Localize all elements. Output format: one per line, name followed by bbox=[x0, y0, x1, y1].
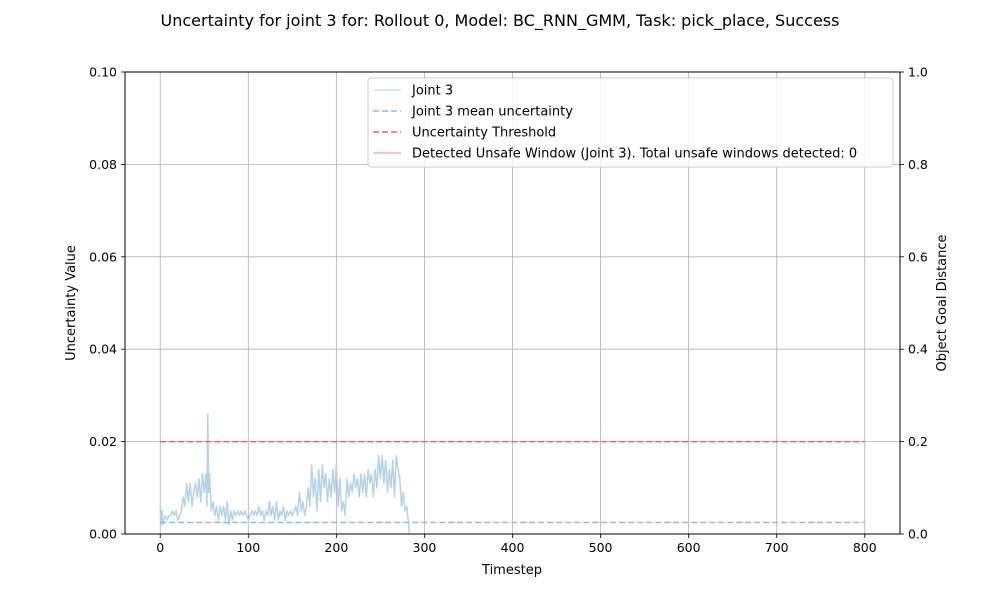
x-tick-label: 600 bbox=[677, 540, 701, 555]
legend: Joint 3 Joint 3 mean uncertainty Uncertain… bbox=[367, 77, 894, 168]
x-axis-label: Timestep bbox=[481, 563, 542, 578]
joint-3-line bbox=[159, 413, 411, 535]
y-axis-label: Uncertainty Value bbox=[64, 245, 79, 361]
x-tick-label: 500 bbox=[589, 540, 613, 555]
y-tick-label: 0.02 bbox=[89, 434, 117, 449]
legend-label: Joint 3 mean uncertainty bbox=[411, 105, 573, 120]
right-axis-label: Object Goal Distance bbox=[935, 234, 950, 371]
right-tick-label: 0.0 bbox=[908, 527, 928, 542]
y-tick-label: 0.10 bbox=[89, 65, 117, 80]
legend-label: Detected Unsafe Window (Joint 3). Total … bbox=[412, 147, 857, 162]
right-tick-label: 0.2 bbox=[908, 434, 928, 449]
right-axis-ticks: 0.0 0.2 0.4 0.6 0.8 1.0 bbox=[900, 65, 928, 542]
y-axis-ticks: 0.00 0.02 0.04 0.06 0.08 0.10 bbox=[89, 65, 125, 542]
x-tick-label: 800 bbox=[853, 540, 877, 555]
x-tick-label: 300 bbox=[413, 540, 437, 555]
legend-label: Uncertainty Threshold bbox=[412, 126, 556, 141]
legend-label: Joint 3 bbox=[411, 84, 453, 99]
x-tick-label: 700 bbox=[765, 540, 789, 555]
chart-title: Uncertainty for joint 3 for: Rollout 0, … bbox=[161, 11, 840, 31]
series-layer bbox=[159, 413, 865, 535]
x-tick-label: 100 bbox=[236, 540, 260, 555]
y-tick-label: 0.06 bbox=[89, 249, 117, 264]
right-tick-label: 0.6 bbox=[908, 249, 928, 264]
legend-box bbox=[367, 77, 894, 168]
right-tick-label: 1.0 bbox=[908, 65, 928, 80]
x-tick-label: 200 bbox=[324, 540, 348, 555]
right-tick-label: 0.8 bbox=[908, 157, 928, 172]
x-axis-ticks: 0 100 200 300 400 500 600 700 800 bbox=[156, 534, 877, 555]
right-tick-label: 0.4 bbox=[908, 342, 928, 357]
y-tick-label: 0.04 bbox=[89, 342, 117, 357]
y-tick-label: 0.08 bbox=[89, 157, 117, 172]
x-tick-label: 400 bbox=[501, 540, 525, 555]
y-tick-label: 0.00 bbox=[89, 527, 117, 542]
x-tick-label: 0 bbox=[156, 540, 164, 555]
